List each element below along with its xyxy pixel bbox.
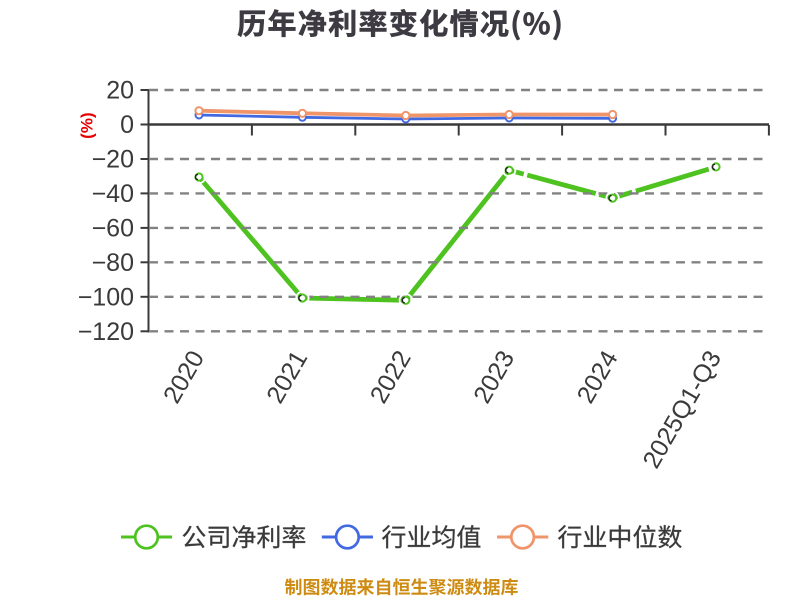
svg-text:−100: −100 bbox=[78, 284, 134, 312]
svg-text:−60: −60 bbox=[92, 215, 134, 243]
svg-text:(%): (%) bbox=[78, 112, 97, 138]
svg-text:−40: −40 bbox=[92, 180, 134, 208]
svg-text:20: 20 bbox=[106, 77, 134, 105]
svg-text:−20: −20 bbox=[92, 146, 134, 174]
svg-text:0: 0 bbox=[120, 111, 134, 139]
svg-text:−120: −120 bbox=[78, 318, 134, 346]
svg-text:−80: −80 bbox=[92, 249, 134, 277]
